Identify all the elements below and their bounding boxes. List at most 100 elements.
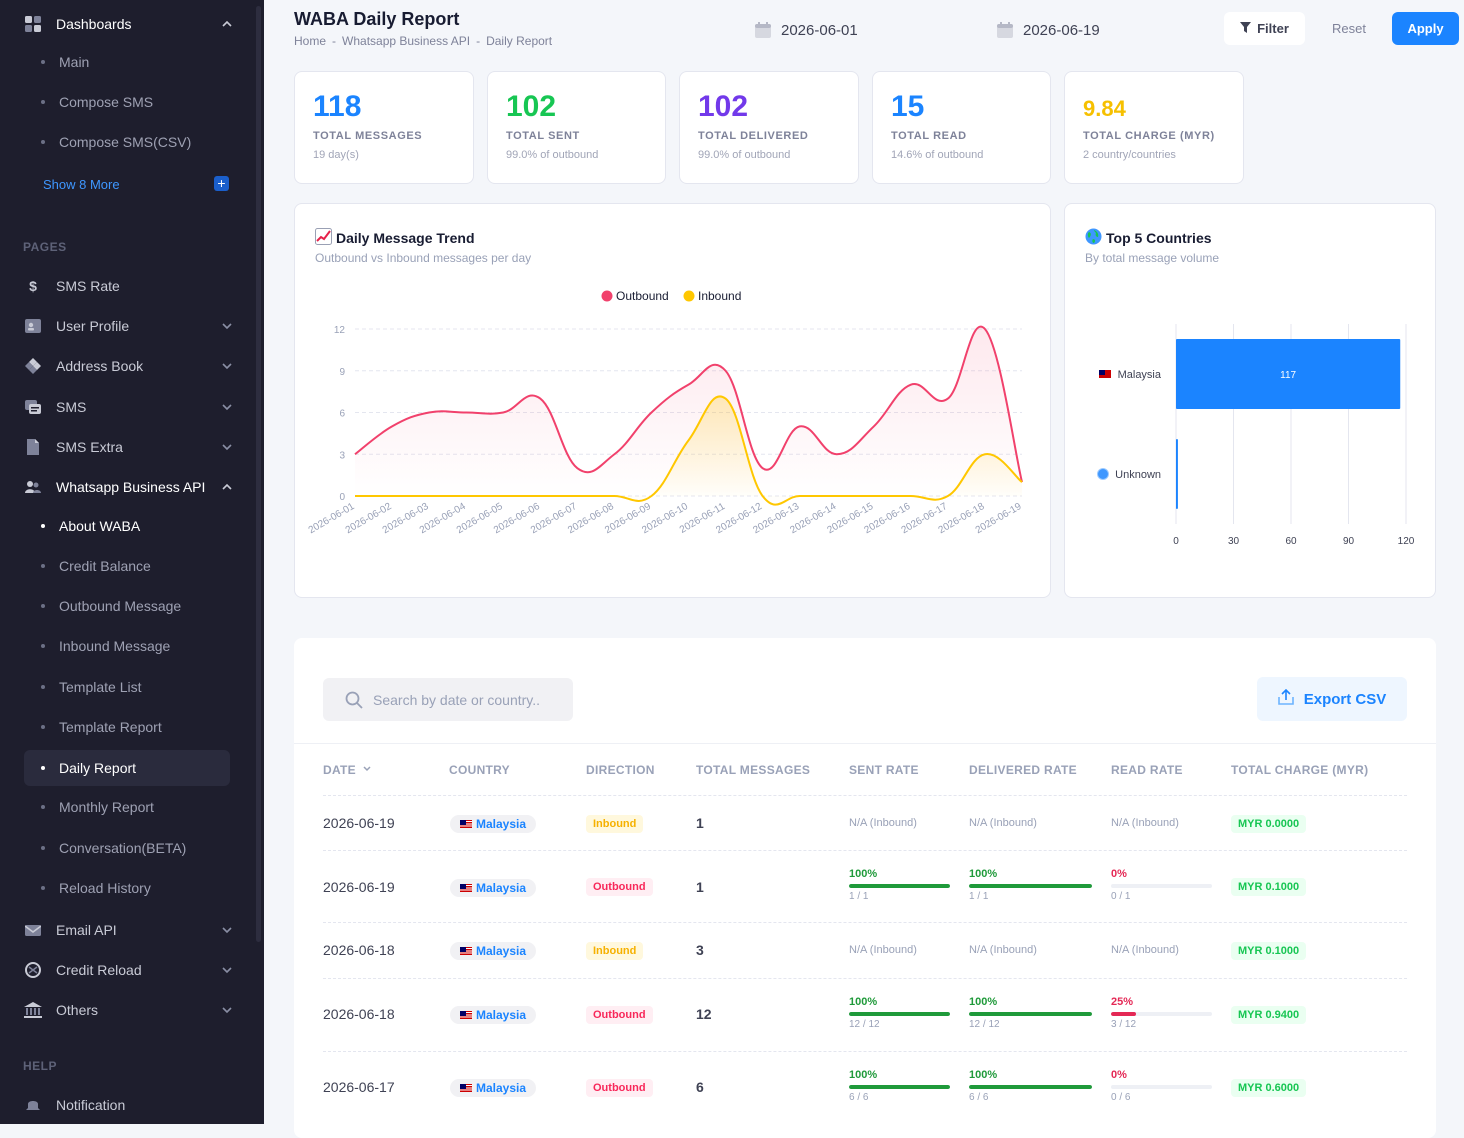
export-csv-button[interactable]: Export CSV xyxy=(1257,677,1407,721)
rate-percent: 25% xyxy=(1111,996,1134,1008)
sidebar-item-label: Notification xyxy=(56,1097,126,1113)
sidebar-subitem-reload-history[interactable]: Reload History xyxy=(24,870,230,906)
sidebar-subitem-label: About WABA xyxy=(59,518,141,534)
column-header-country[interactable]: COUNTRY xyxy=(449,763,510,777)
sidebar-item-address-book[interactable]: Address Book xyxy=(24,348,238,384)
column-header-delivered-rate[interactable]: DELIVERED RATE xyxy=(969,763,1077,777)
sidebar-item-sms[interactable]: SMS xyxy=(24,389,238,425)
sidebar-item-dashboards[interactable]: Dashboards xyxy=(24,6,238,42)
sidebar-subitem-compose-sms-csv[interactable]: Compose SMS(CSV) xyxy=(24,124,230,160)
read-rate-cell: 25% 3 / 12 xyxy=(1111,996,1212,1030)
rate-progress-fill xyxy=(969,1012,1092,1016)
rate-progress-fill xyxy=(849,1085,950,1089)
search-input[interactable]: Search by date or country.. xyxy=(323,678,573,721)
sidebar-subitem-daily-report[interactable]: Daily Report xyxy=(24,750,230,786)
show-more-link[interactable]: Show 8 More + xyxy=(43,176,231,192)
country-name: Malaysia xyxy=(476,1081,527,1095)
stat-value: 15 xyxy=(891,90,925,123)
document-icon xyxy=(24,438,42,456)
stat-subtext: 99.0% of outbound xyxy=(506,149,599,161)
filter-button[interactable]: Filter xyxy=(1224,12,1305,45)
rate-percent: 100% xyxy=(969,1069,998,1081)
sidebar-item-whatsapp-business-api[interactable]: Whatsapp Business API xyxy=(24,469,238,505)
date-from-value: 2026-06-01 xyxy=(781,21,858,39)
sidebar-subitem-inbound-message[interactable]: Inbound Message xyxy=(24,628,230,664)
country-name: Malaysia xyxy=(476,881,527,895)
cell-total-messages: 1 xyxy=(696,879,704,895)
sidebar-subitem-credit-balance[interactable]: Credit Balance xyxy=(24,548,230,584)
sidebar-subitem-template-report[interactable]: Template Report xyxy=(24,709,230,745)
sidebar-item-others[interactable]: Others xyxy=(24,992,238,1028)
stat-label: TOTAL CHARGE (MYR) xyxy=(1083,130,1215,142)
sidebar-item-label: Whatsapp Business API xyxy=(56,479,206,495)
direction-badge: Outbound xyxy=(586,878,653,896)
reset-button[interactable]: Reset xyxy=(1332,21,1366,36)
sidebar-item-email-api[interactable]: Email API xyxy=(24,912,238,948)
column-header-direction[interactable]: DIRECTION xyxy=(586,763,655,777)
rate-fraction: 0 / 6 xyxy=(1111,1092,1131,1103)
daily-trend-card: Daily Message Trend Outbound vs Inbound … xyxy=(294,203,1051,598)
stat-card-total-sent: 102 TOTAL SENT 99.0% of outbound xyxy=(487,71,666,184)
charge-badge: MYR 0.1000 xyxy=(1231,942,1307,960)
sidebar-item-credit-reload[interactable]: Credit Reload xyxy=(24,952,238,988)
sidebar-item-notification[interactable]: Notification xyxy=(24,1087,238,1123)
sidebar-subitem-conversation[interactable]: Conversation(BETA) xyxy=(24,830,230,866)
plus-icon[interactable]: + xyxy=(214,176,229,191)
column-header-date[interactable]: DATE xyxy=(323,763,372,777)
stat-card-total-read: 15 TOTAL READ 14.6% of outbound xyxy=(872,71,1051,184)
sidebar-subitem-about-waba[interactable]: About WABA xyxy=(24,508,230,544)
y-tick-label: 6 xyxy=(339,409,345,420)
bullet-icon xyxy=(41,100,45,104)
chevron-down-icon xyxy=(220,963,234,977)
rate-fraction: 6 / 6 xyxy=(969,1092,989,1103)
bar-unknown xyxy=(1176,439,1178,509)
malaysia-flag-icon xyxy=(460,820,472,828)
sidebar-item-user-profile[interactable]: User Profile xyxy=(24,308,238,344)
page-title: WABA Daily Report xyxy=(294,9,460,29)
address-book-icon xyxy=(24,357,42,375)
rate-percent: 100% xyxy=(849,868,878,880)
funnel-icon xyxy=(1240,21,1252,36)
country-name: Malaysia xyxy=(476,817,527,831)
malaysia-flag-icon xyxy=(460,884,472,892)
column-header-read-rate[interactable]: READ RATE xyxy=(1111,763,1183,777)
coins-icon xyxy=(24,961,42,979)
daily-trend-title: Daily Message Trend xyxy=(315,228,475,248)
sidebar-subitem-outbound-message[interactable]: Outbound Message xyxy=(24,588,230,624)
cell-total-messages: 12 xyxy=(696,1006,712,1022)
x-tick-label: 60 xyxy=(1285,536,1297,547)
calendar-icon xyxy=(755,22,771,38)
breadcrumb-current: Daily Report xyxy=(486,34,553,48)
rate-percent: 0% xyxy=(1111,868,1127,880)
sidebar-subitem-monthly-report[interactable]: Monthly Report xyxy=(24,789,230,825)
bullet-icon xyxy=(41,685,45,689)
column-header-total-messages[interactable]: TOTAL MESSAGES xyxy=(696,763,811,777)
x-tick-label: 90 xyxy=(1343,536,1355,547)
sidebar-subitem-compose-sms[interactable]: Compose SMS xyxy=(24,84,230,120)
apply-button[interactable]: Apply xyxy=(1392,12,1459,45)
sidebar-subitem-label: Reload History xyxy=(59,880,151,896)
sidebar-scrollbar[interactable] xyxy=(256,6,261,942)
charge-badge: MYR 0.9400 xyxy=(1231,1006,1307,1024)
date-to-field[interactable]: 2026-06-19 xyxy=(997,18,1100,42)
breadcrumb-waba[interactable]: Whatsapp Business API xyxy=(342,34,471,48)
sidebar-subitem-template-list[interactable]: Template List xyxy=(24,669,230,705)
read-rate-na: N/A (Inbound) xyxy=(1111,817,1179,829)
breadcrumb-home[interactable]: Home xyxy=(294,34,327,48)
stat-label: TOTAL MESSAGES xyxy=(313,130,423,142)
chart-increasing-icon xyxy=(315,228,332,248)
stat-value: 9.84 xyxy=(1083,96,1126,121)
sidebar-item-sms-rate[interactable]: $ SMS Rate xyxy=(24,268,238,304)
sidebar-item-sms-extra[interactable]: SMS Extra xyxy=(24,429,238,465)
sidebar-subitem-main[interactable]: Main xyxy=(24,44,230,80)
column-header-sent-rate[interactable]: SENT RATE xyxy=(849,763,919,777)
sidebar-subitem-label: Template Report xyxy=(59,719,162,735)
column-header-total-charge[interactable]: TOTAL CHARGE (MYR) xyxy=(1231,763,1369,777)
series-line-inbound xyxy=(355,395,1023,506)
rate-progress-fill xyxy=(849,884,950,888)
date-from-field[interactable]: 2026-06-01 xyxy=(755,18,858,42)
sent-rate-na: N/A (Inbound) xyxy=(849,944,917,956)
row-divider xyxy=(323,978,1407,979)
country-badge: Malaysia xyxy=(450,879,537,897)
bell-icon xyxy=(24,1096,42,1114)
